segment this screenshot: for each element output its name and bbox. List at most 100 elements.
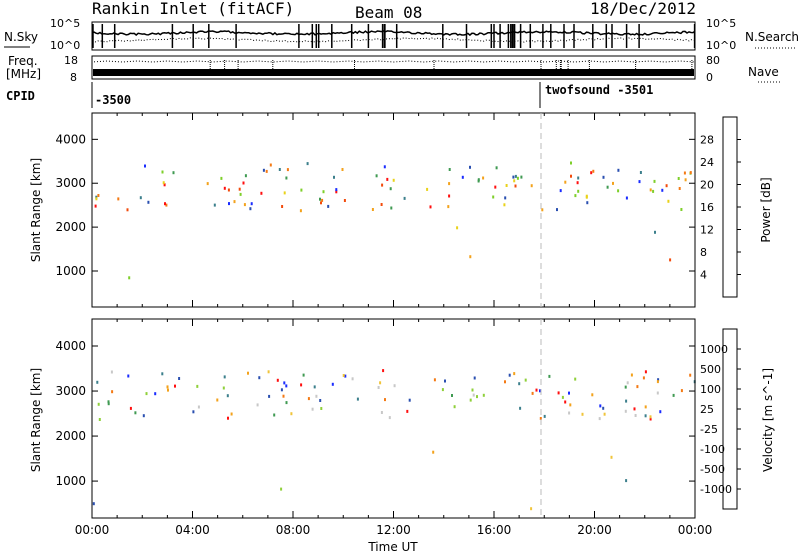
data-cell	[250, 202, 253, 206]
data-cell	[107, 400, 110, 404]
data-cell	[568, 411, 571, 415]
data-cell	[577, 189, 580, 193]
velocity-data-cells	[92, 369, 696, 511]
data-cell	[625, 399, 628, 403]
data-cell	[514, 174, 517, 178]
data-cell	[494, 185, 497, 189]
data-cell	[441, 388, 444, 392]
data-cell	[260, 191, 263, 195]
data-cell	[556, 208, 558, 212]
data-cell	[139, 196, 142, 200]
data-cell	[644, 370, 647, 374]
freq-line	[91, 60, 696, 63]
data-cell	[448, 168, 451, 171]
data-cell	[661, 188, 664, 192]
data-cell	[320, 201, 322, 205]
data-cell	[269, 163, 272, 167]
data-cell	[586, 201, 589, 205]
data-cell	[285, 384, 288, 388]
data-cell	[174, 384, 176, 388]
data-cell	[98, 418, 101, 421]
data-cell	[677, 177, 680, 180]
data-cell	[321, 198, 324, 202]
velocity-ylabel: Slant Range [km]	[29, 368, 43, 472]
nave-band	[93, 69, 694, 76]
colorbar-tick-label: 25	[700, 403, 714, 416]
beam-title: Beam 08	[355, 3, 422, 22]
data-cell	[617, 189, 620, 193]
data-cell	[285, 176, 288, 180]
x-tick-label: 12:00	[376, 523, 411, 537]
data-cell	[518, 382, 521, 386]
data-cell	[574, 377, 577, 381]
data-cell	[256, 403, 259, 407]
x-tick-label: 20:00	[577, 523, 612, 537]
data-cell	[512, 175, 515, 179]
data-cell	[196, 384, 199, 388]
data-cell	[656, 391, 659, 395]
data-cell	[559, 189, 562, 193]
colorbar-tick-label: -100	[700, 443, 725, 456]
data-cell	[477, 179, 480, 183]
data-cell	[111, 390, 114, 394]
data-cell	[244, 174, 247, 178]
freq-left-tick-low: 8	[70, 71, 77, 84]
data-cell	[220, 176, 223, 180]
data-cell	[531, 391, 534, 395]
data-cell	[134, 411, 137, 415]
data-cell	[222, 386, 225, 390]
data-cell	[377, 386, 380, 389]
data-cell	[306, 162, 309, 166]
data-cell	[513, 179, 516, 183]
data-cell	[469, 398, 472, 402]
data-cell	[386, 177, 389, 181]
colorbar-tick-label: -1000	[700, 483, 732, 496]
colorbar-tick-label: 28	[700, 134, 714, 147]
data-cell	[667, 199, 670, 203]
velocity-colorbar-label: Velocity [m s^-1]	[761, 368, 775, 472]
date-title: 18/Dec/2012	[590, 0, 696, 18]
data-cell	[110, 370, 113, 374]
data-cell	[683, 171, 686, 175]
data-cell	[539, 389, 541, 393]
data-cell	[636, 385, 639, 389]
data-cell	[513, 372, 516, 376]
data-cell	[654, 230, 656, 234]
freq-left-unit: [MHz]	[6, 67, 41, 81]
data-cell	[548, 374, 551, 378]
x-tick-label: 04:00	[175, 523, 210, 537]
data-cell	[389, 187, 392, 191]
data-cell	[649, 417, 652, 421]
data-cell	[598, 417, 601, 421]
data-cell	[94, 204, 97, 208]
data-cell	[126, 208, 129, 212]
data-cell	[223, 375, 226, 379]
data-cell	[178, 377, 181, 380]
velocity-colorbar: 1000 500 100 25 -25 -100 -500 -1000	[700, 328, 741, 510]
data-cell	[570, 174, 572, 178]
cpid-panel: CPID -3500 twofsound -3501	[6, 82, 653, 108]
colorbar-tick-label: 8	[700, 246, 707, 259]
data-cell	[564, 180, 567, 184]
x-tick-label: 00:00	[75, 523, 110, 537]
data-cell	[448, 182, 451, 186]
data-cell	[283, 191, 286, 195]
data-cell	[117, 197, 120, 201]
data-cell	[447, 205, 450, 209]
power-data-cells	[94, 161, 692, 280]
y-tick-label: 3000	[55, 176, 86, 190]
data-cell	[331, 382, 334, 386]
data-cell	[283, 381, 286, 385]
power-x-ticks	[91, 113, 696, 307]
freq-right-tick-low: 0	[706, 71, 713, 84]
data-cell	[406, 409, 409, 413]
data-cell	[341, 168, 344, 171]
data-cell	[95, 197, 98, 201]
data-cell	[639, 171, 642, 174]
data-cell	[574, 194, 577, 198]
data-cell	[299, 209, 302, 213]
data-cell	[300, 188, 303, 192]
power-panel: 1000 2000 3000 4000 Slant Range [km] 4 8 12 16…	[29, 112, 773, 308]
data-cell	[226, 394, 229, 398]
data-cell	[448, 194, 451, 198]
